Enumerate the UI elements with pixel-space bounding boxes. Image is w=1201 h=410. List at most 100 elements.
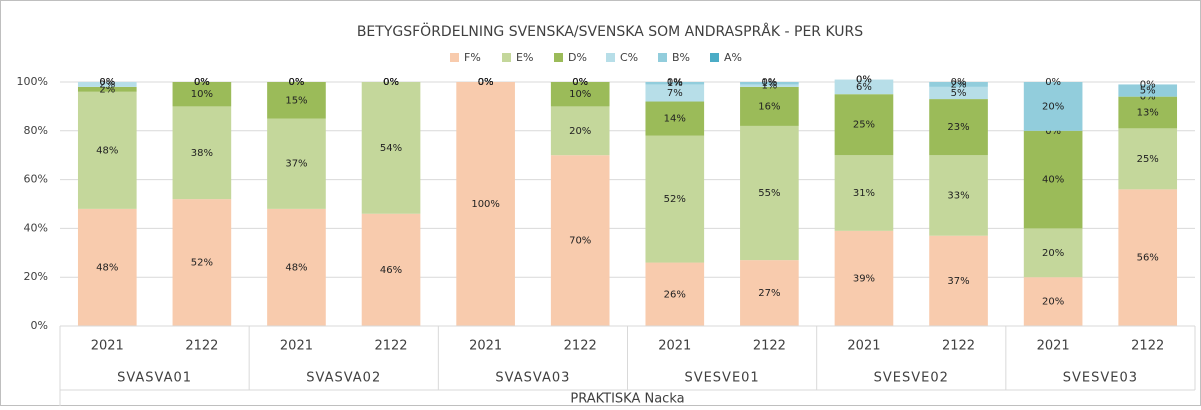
x-tick-label: 2021	[91, 339, 124, 354]
y-tick-label: 40%	[24, 221, 48, 234]
bar-segment	[834, 155, 894, 231]
bar-segment	[1118, 96, 1178, 129]
legend-label: A%	[724, 51, 742, 64]
data-label: 20%	[1042, 297, 1064, 308]
legend-swatch	[502, 53, 511, 62]
data-label: 2%	[951, 79, 967, 90]
bar-segment	[361, 213, 421, 326]
data-label: 20%	[569, 126, 591, 137]
data-label: 0%	[478, 77, 494, 88]
bar-segment	[1023, 228, 1083, 278]
data-label: 14%	[664, 114, 686, 125]
data-label: 23%	[947, 122, 969, 133]
data-label: 20%	[1042, 248, 1064, 259]
group-label: SVESVE03	[1063, 371, 1138, 386]
y-tick-label: 0%	[31, 319, 48, 332]
data-label: 6%	[856, 82, 872, 93]
bar-segment	[929, 99, 988, 156]
bar-segment	[1118, 84, 1178, 97]
bar-segment	[929, 155, 988, 236]
group-label: SVASVA03	[495, 371, 570, 386]
legend-label: E%	[516, 51, 533, 64]
data-label: 33%	[947, 190, 969, 201]
data-label: 0%	[194, 77, 210, 88]
bar-segment	[929, 86, 988, 100]
bar-segment	[77, 86, 137, 92]
x-tick-label: 2122	[185, 339, 218, 354]
bar-segment	[361, 82, 421, 214]
bar-segment	[172, 82, 232, 107]
x-tick-label: 2122	[374, 339, 407, 354]
bar-segment	[550, 106, 610, 156]
data-label: 0%	[667, 77, 683, 88]
bar-segment	[645, 84, 705, 102]
data-label: 38%	[191, 148, 213, 159]
legend-swatch	[554, 53, 563, 62]
data-label: 39%	[853, 273, 875, 284]
data-label: 48%	[96, 145, 118, 156]
bar-segment	[267, 118, 326, 209]
bar-segment	[740, 125, 799, 261]
data-label: 0%	[572, 77, 588, 88]
bar-segment	[929, 235, 988, 326]
bar-segment	[77, 91, 137, 209]
data-label: 0%	[856, 75, 872, 86]
bar-segment	[1118, 189, 1178, 326]
data-label: 10%	[191, 89, 213, 100]
data-label: 25%	[853, 120, 875, 131]
legend-label: C%	[620, 51, 638, 64]
bar-segment	[267, 82, 326, 119]
data-label: 55%	[758, 188, 780, 199]
data-label: 0%	[289, 77, 305, 88]
data-label: 0%	[383, 77, 399, 88]
bar-segment	[740, 84, 799, 87]
x-tick-label: 2021	[658, 339, 691, 354]
data-label: 0%	[289, 77, 305, 88]
data-label: 13%	[1137, 108, 1159, 119]
data-label: 27%	[758, 288, 780, 299]
data-label: 0%	[761, 77, 777, 88]
data-label: 2%	[99, 84, 115, 95]
data-label: 0%	[951, 77, 967, 88]
data-label: 70%	[569, 236, 591, 247]
data-label: 48%	[285, 262, 307, 273]
data-label: 1%	[761, 78, 777, 89]
data-label: 37%	[285, 159, 307, 170]
bar-segment	[834, 94, 894, 156]
bar-segment	[550, 82, 610, 107]
data-label: 0%	[99, 77, 115, 88]
data-label: 0%	[478, 77, 494, 88]
data-label: 48%	[96, 262, 118, 273]
bar-segment	[834, 230, 894, 326]
group-label: SVASVA02	[306, 371, 381, 386]
data-label: 0%	[572, 77, 588, 88]
data-label: 10%	[569, 89, 591, 100]
bar-segment	[267, 208, 326, 326]
bar-segment	[645, 262, 705, 326]
bar-segment	[172, 106, 232, 200]
data-label: 52%	[664, 194, 686, 205]
y-tick-label: 60%	[24, 173, 48, 186]
y-tick-label: 100%	[17, 75, 48, 88]
data-label: 40%	[1042, 175, 1064, 186]
chart-title: BETYGSFÖRDELNING SVENSKA/SVENSKA SOM AND…	[357, 22, 863, 40]
group-label: SVASVA01	[117, 371, 192, 386]
data-label: 54%	[380, 143, 402, 154]
data-label: 5%	[1140, 86, 1156, 97]
data-label: 7%	[667, 88, 683, 99]
data-label: 0%	[856, 75, 872, 86]
data-label: 0%	[1140, 79, 1156, 90]
bar-segment	[550, 155, 610, 326]
data-label: 52%	[191, 258, 213, 269]
data-label: 5%	[951, 88, 967, 99]
data-label: 20%	[1042, 101, 1064, 112]
group-label: SVESVE01	[684, 371, 759, 386]
legend-swatch	[710, 53, 719, 62]
bar-segment	[1023, 82, 1083, 131]
data-label: 37%	[947, 276, 969, 287]
data-label: 0%	[478, 77, 494, 88]
data-label: 1%	[667, 78, 683, 89]
data-label: 0%	[383, 77, 399, 88]
data-label: 100%	[471, 199, 500, 210]
